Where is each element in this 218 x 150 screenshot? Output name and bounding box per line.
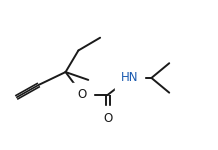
Text: HN: HN xyxy=(121,71,138,84)
Text: O: O xyxy=(103,112,113,125)
Text: O: O xyxy=(78,88,87,101)
